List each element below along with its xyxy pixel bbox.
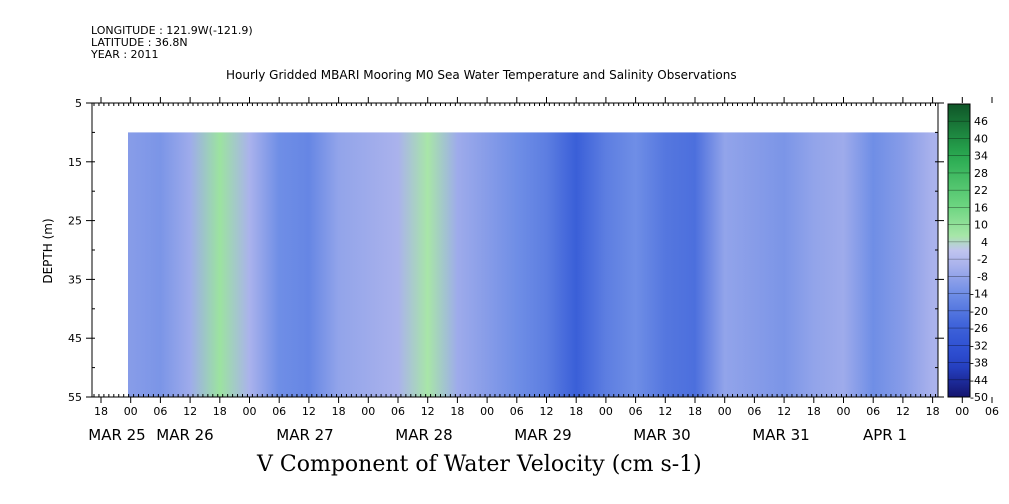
x-tick-label: 06 bbox=[985, 405, 999, 418]
colorbar-tick-label: 40 bbox=[974, 132, 988, 145]
x-tick-label: 18 bbox=[688, 405, 702, 418]
x-tick-label: 00 bbox=[955, 405, 969, 418]
x-tick-label: 18 bbox=[569, 405, 583, 418]
colorbar-tick-label: -2 bbox=[977, 253, 988, 266]
x-tick-label: 06 bbox=[510, 405, 524, 418]
x-tick-label: 12 bbox=[183, 405, 197, 418]
colorbar-tick-label: 34 bbox=[974, 150, 988, 163]
chart-title: Hourly Gridded MBARI Mooring M0 Sea Wate… bbox=[226, 68, 737, 82]
colorbar-tick-label: -44 bbox=[970, 374, 988, 387]
x-tick-label: 12 bbox=[540, 405, 554, 418]
x-date-label: MAR 25 bbox=[88, 426, 145, 444]
plot-area bbox=[128, 132, 938, 397]
x-tick-label: 12 bbox=[421, 405, 435, 418]
x-tick-label: 18 bbox=[213, 405, 227, 418]
x-date-label: APR 1 bbox=[863, 426, 907, 444]
colorbar: 46 40 34 28 22 16 10 4 -2 -8 -14 -20 -26 -32 -38 -44 -50 bbox=[947, 103, 988, 404]
y-tick-label: 5 bbox=[75, 97, 82, 110]
axes: 5 15 25 35 45 55 18 00 06 12 18 00 06 12 18 00 06 12 18 00 0… bbox=[68, 97, 999, 444]
y-tick-label: 55 bbox=[68, 391, 82, 404]
y-tick-label: 15 bbox=[68, 156, 82, 169]
y-tick-label: 45 bbox=[68, 332, 82, 345]
x-tick-label: 18 bbox=[94, 405, 108, 418]
x-date-label: MAR 26 bbox=[156, 426, 213, 444]
x-tick-label: 00 bbox=[480, 405, 494, 418]
x-tick-label: 00 bbox=[837, 405, 851, 418]
x-axis-label: V Component of Water Velocity (cm s-1) bbox=[257, 452, 702, 477]
x-tick-label: 06 bbox=[866, 405, 880, 418]
x-date-label: MAR 29 bbox=[514, 426, 571, 444]
x-date-label: MAR 30 bbox=[633, 426, 690, 444]
y-axis-label: DEPTH (m) bbox=[41, 218, 55, 283]
y-tick-label: 25 bbox=[68, 215, 82, 228]
colorbar-tick-label: 46 bbox=[974, 115, 988, 128]
colorbar-tick-label: 10 bbox=[974, 219, 988, 232]
x-tick-label: 00 bbox=[599, 405, 613, 418]
colorbar-bar bbox=[947, 103, 971, 398]
x-tick-label: 00 bbox=[718, 405, 732, 418]
colorbar-tick-label: 28 bbox=[974, 167, 988, 180]
x-tick-label: 18 bbox=[807, 405, 821, 418]
colorbar-tick-label: -32 bbox=[970, 339, 988, 352]
x-tick-label: 06 bbox=[391, 405, 405, 418]
x-tick-label: 00 bbox=[243, 405, 257, 418]
x-tick-label: 06 bbox=[629, 405, 643, 418]
x-tick-label: 00 bbox=[361, 405, 375, 418]
longitude-label: LONGITUDE : 121.9W(-121.9) bbox=[91, 24, 253, 37]
colorbar-tick-label: -50 bbox=[970, 391, 988, 404]
colorbar-tick-label: -20 bbox=[970, 305, 988, 318]
x-tick-label: 00 bbox=[124, 405, 138, 418]
x-date-label: MAR 27 bbox=[276, 426, 333, 444]
x-tick-label: 18 bbox=[926, 405, 940, 418]
x-date-label: MAR 31 bbox=[752, 426, 809, 444]
colorbar-tick-label: -8 bbox=[977, 270, 988, 283]
colorbar-tick-label: -14 bbox=[970, 288, 988, 301]
colorbar-tick-label: -26 bbox=[970, 322, 988, 335]
velocity-field bbox=[128, 132, 938, 397]
x-tick-label: 18 bbox=[332, 405, 346, 418]
y-tick-label: 35 bbox=[68, 273, 82, 286]
x-tick-label: 12 bbox=[896, 405, 910, 418]
x-tick-label: 12 bbox=[658, 405, 672, 418]
x-tick-label: 18 bbox=[450, 405, 464, 418]
latitude-label: LATITUDE : 36.8N bbox=[91, 36, 188, 49]
x-tick-label: 12 bbox=[777, 405, 791, 418]
x-tick-label: 06 bbox=[747, 405, 761, 418]
colorbar-tick-label: 4 bbox=[981, 236, 988, 249]
x-tick-label: 06 bbox=[153, 405, 167, 418]
colorbar-tick-label: 16 bbox=[974, 201, 988, 214]
x-tick-label: 06 bbox=[272, 405, 286, 418]
x-tick-label: 12 bbox=[302, 405, 316, 418]
year-label: YEAR : 2011 bbox=[91, 48, 159, 61]
x-date-label: MAR 28 bbox=[395, 426, 452, 444]
colorbar-tick-label: 22 bbox=[974, 184, 988, 197]
colorbar-tick-label: -38 bbox=[970, 357, 988, 370]
